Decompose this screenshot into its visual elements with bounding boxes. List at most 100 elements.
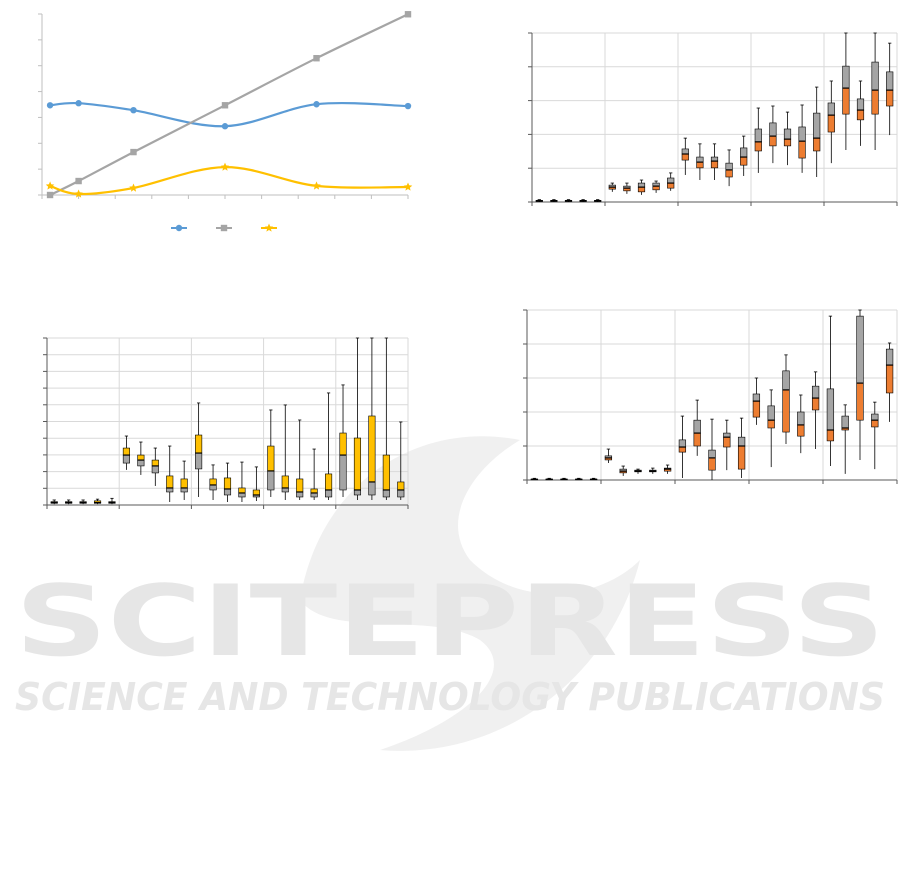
box-upper <box>209 478 217 486</box>
box-upper <box>725 162 733 171</box>
box-lower <box>797 424 805 437</box>
box-upper <box>767 405 775 421</box>
box-lower <box>811 397 820 411</box>
box-lower <box>767 419 775 429</box>
box-lower <box>782 389 790 433</box>
box-upper <box>252 489 260 496</box>
point <box>75 177 82 185</box>
box-lower <box>397 489 405 498</box>
box-upper <box>166 475 174 489</box>
box-lower <box>710 160 719 169</box>
watermark-subtitle: SCIENCE AND TECHNOLOGY PUBLICATIONS <box>15 675 885 719</box>
box-lower <box>871 419 879 428</box>
box-upper <box>752 393 761 402</box>
box-upper <box>841 415 849 429</box>
box-lower <box>195 452 203 470</box>
box-lower <box>885 364 894 394</box>
box-upper <box>238 487 246 494</box>
point <box>220 162 230 171</box>
line-chart <box>38 11 413 232</box>
box-upper <box>842 65 850 89</box>
box-lower <box>693 432 701 447</box>
point <box>313 101 320 108</box>
point <box>130 106 137 114</box>
box-upper <box>151 459 159 467</box>
point <box>404 11 412 18</box>
box-upper <box>871 413 879 421</box>
box-upper <box>754 128 762 143</box>
point <box>46 191 54 199</box>
box-lower <box>310 492 318 498</box>
box-upper <box>885 348 894 366</box>
box-upper <box>856 98 865 111</box>
box-lower <box>667 182 675 189</box>
box-upper <box>811 385 820 399</box>
box-lower <box>209 484 217 491</box>
box-upper <box>783 128 792 140</box>
box-upper <box>368 415 376 483</box>
box-upper <box>122 447 130 456</box>
box-lower <box>180 487 188 493</box>
watermark: SCITEPRESS SCIENCE AND TECHNOLOGY PUBLIC… <box>15 436 885 751</box>
box-lower <box>769 135 777 147</box>
box-lower <box>723 436 731 448</box>
point <box>221 102 229 109</box>
box-lower <box>166 487 174 493</box>
box-upper <box>637 182 646 188</box>
box-upper <box>782 370 790 391</box>
box-lower <box>783 138 792 147</box>
box-upper <box>397 481 405 491</box>
point <box>313 55 320 62</box>
box-upper <box>325 473 333 491</box>
box-lower <box>382 489 390 498</box>
box-lower <box>813 137 821 152</box>
box-lower <box>296 491 304 498</box>
box-lower <box>151 465 159 474</box>
box-upper <box>871 61 879 91</box>
box-upper <box>693 419 701 434</box>
box-upper <box>723 432 731 438</box>
point <box>130 148 137 156</box>
box-upper <box>382 454 390 491</box>
point <box>404 102 412 110</box>
box-lower <box>238 492 246 498</box>
watermark-logo <box>300 436 640 751</box>
box-lower <box>871 89 879 115</box>
box-lower <box>681 153 689 161</box>
box-lower <box>842 87 850 115</box>
box-upper <box>195 434 203 454</box>
box-lower <box>725 169 733 178</box>
box-lower <box>856 109 865 121</box>
box-lower <box>267 470 275 491</box>
box-lower <box>368 481 376 496</box>
box-upper <box>740 147 748 158</box>
box-lower <box>637 186 646 193</box>
legend-marker <box>264 223 274 232</box>
box-chart <box>43 337 409 509</box>
box-chart <box>523 309 898 484</box>
box-lower <box>137 459 145 467</box>
box-upper <box>667 177 675 184</box>
box-upper <box>223 477 232 490</box>
box-upper <box>678 439 687 448</box>
box-upper <box>856 315 864 384</box>
box-lower <box>223 488 232 496</box>
box-lower <box>696 161 704 169</box>
box-chart <box>528 32 898 206</box>
box-upper <box>681 148 689 155</box>
box-lower <box>708 457 716 471</box>
box-upper <box>826 388 835 431</box>
box-lower <box>798 140 806 159</box>
box-lower <box>886 89 894 107</box>
box-lower <box>281 487 289 493</box>
box-lower <box>737 445 746 470</box>
box-upper <box>310 488 318 494</box>
box-upper <box>708 449 716 459</box>
box-upper <box>886 71 894 91</box>
box-upper <box>137 454 145 461</box>
box-upper <box>339 432 347 456</box>
box-lower <box>754 141 762 152</box>
box-lower <box>678 446 687 453</box>
box-upper <box>797 411 805 426</box>
